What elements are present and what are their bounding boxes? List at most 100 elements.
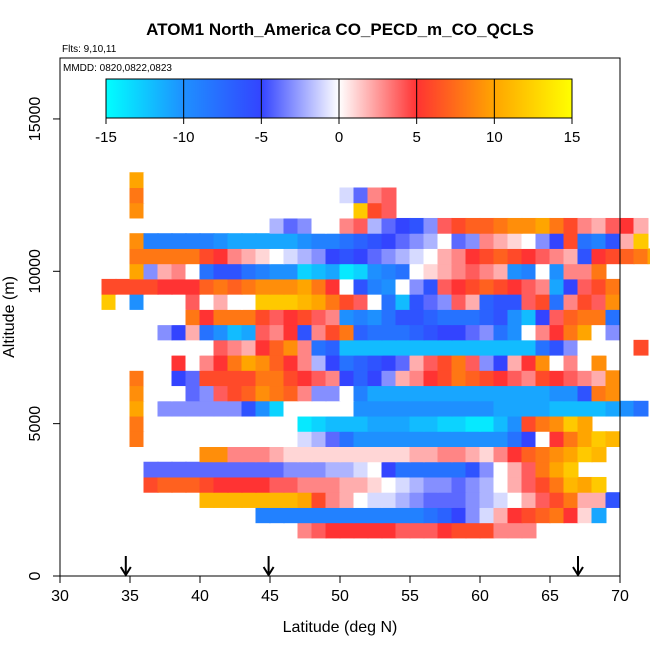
heatmap-cell [437, 278, 453, 295]
heatmap-cell [479, 355, 495, 371]
heatmap-cell [255, 400, 271, 417]
heatmap-cell [199, 492, 215, 508]
heatmap-cell [451, 370, 467, 387]
heatmap-cell [339, 339, 355, 356]
heatmap-cell [185, 339, 201, 356]
heatmap-cell [325, 370, 341, 387]
heatmap-cell [437, 294, 453, 310]
heatmap-cell [199, 476, 215, 493]
heatmap-cell [283, 476, 299, 493]
heatmap-cell [227, 309, 243, 326]
heatmap-cell [479, 278, 495, 295]
y-tick-label: 5000 [27, 406, 44, 442]
heatmap-cell [255, 370, 271, 387]
heatmap-cell [129, 370, 145, 387]
heatmap-cell [325, 522, 341, 539]
heatmap-cell [227, 187, 243, 204]
heatmap-cell [297, 446, 313, 463]
heatmap-cell [339, 446, 355, 463]
heatmap-cell [451, 294, 467, 310]
heatmap-cell [185, 416, 201, 432]
heatmap-cell [451, 385, 467, 402]
heatmap-cell [521, 461, 537, 478]
heatmap-cell [339, 385, 355, 402]
heatmap-cell [227, 461, 243, 478]
heatmap-cell [143, 233, 159, 249]
heatmap-cell [549, 263, 565, 280]
heatmap-cell [395, 492, 411, 508]
heatmap-cell [395, 446, 411, 463]
heatmap-cell [507, 324, 523, 341]
heatmap-cell [437, 355, 453, 371]
heatmap-cell [381, 217, 397, 234]
heatmap-cell [353, 446, 369, 463]
heatmap-cell [465, 278, 481, 295]
heatmap-cell [283, 461, 299, 478]
heatmap-cell [479, 324, 495, 341]
heatmap-cell [129, 400, 145, 417]
heatmap-cell [255, 339, 271, 356]
heatmap-cell [311, 309, 327, 326]
heatmap-cell [213, 355, 229, 371]
heatmap-cell [451, 522, 467, 539]
heatmap-cell [269, 187, 285, 204]
heatmap-cell [381, 339, 397, 356]
heatmap-cell [255, 202, 271, 219]
heatmap-cell [395, 355, 411, 371]
heatmap-cell [339, 278, 355, 295]
heatmap-cell [367, 263, 383, 280]
heatmap-cell [255, 492, 271, 508]
heatmap-cell [507, 263, 523, 280]
heatmap-cell [381, 461, 397, 478]
heatmap-cell [353, 355, 369, 371]
heatmap-cell [465, 522, 481, 539]
heatmap-cell [465, 217, 481, 234]
heatmap-cell [479, 522, 495, 539]
heatmap-cell [283, 248, 299, 265]
heatmap-cell [493, 324, 509, 341]
heatmap-cell [577, 446, 593, 463]
heatmap-cell [479, 416, 495, 432]
heatmap-cell [241, 309, 257, 326]
heatmap-cell [521, 431, 537, 447]
heatmap-cell [437, 324, 453, 341]
heatmap-cell [507, 370, 523, 387]
cells-layer [101, 172, 650, 539]
arrows-layer [119, 556, 584, 577]
heatmap-cell [451, 339, 467, 356]
heatmap-cell [157, 385, 173, 402]
heatmap-cell [479, 507, 495, 524]
heatmap-cell [521, 385, 537, 402]
heatmap-cell [563, 461, 579, 478]
heatmap-cell [563, 385, 579, 402]
heatmap-cell [283, 400, 299, 417]
heatmap-cell [493, 416, 509, 432]
heatmap-cell [185, 233, 201, 249]
heatmap-cell [507, 416, 523, 432]
heatmap-cell [437, 217, 453, 234]
heatmap-cell [423, 294, 439, 310]
heatmap-cell [213, 202, 229, 219]
heatmap-cell [619, 339, 635, 356]
heatmap-cell [479, 492, 495, 508]
heatmap-cell [479, 294, 495, 310]
heatmap-cell [297, 507, 313, 524]
heatmap-cell [283, 446, 299, 463]
heatmap-cell [227, 294, 243, 310]
heatmap-cell [325, 431, 341, 447]
heatmap-cell [255, 263, 271, 280]
heatmap-cell [227, 355, 243, 371]
chart-title: ATOM1 North_America CO_PECD_m_CO_QCLS [146, 20, 534, 39]
heatmap-cell [493, 339, 509, 356]
heatmap-cell [479, 370, 495, 387]
heatmap-cell [213, 278, 229, 295]
heatmap-cell [325, 294, 341, 310]
y-axis: 0 5000 10000 15000 [27, 97, 60, 580]
heatmap-cell [507, 217, 523, 234]
heatmap-cell [143, 248, 159, 265]
heatmap-cell [297, 355, 313, 371]
heatmap-cell [507, 461, 523, 478]
heatmap-cell [437, 263, 453, 280]
heatmap-cell [213, 492, 229, 508]
heatmap-cell [185, 202, 201, 219]
